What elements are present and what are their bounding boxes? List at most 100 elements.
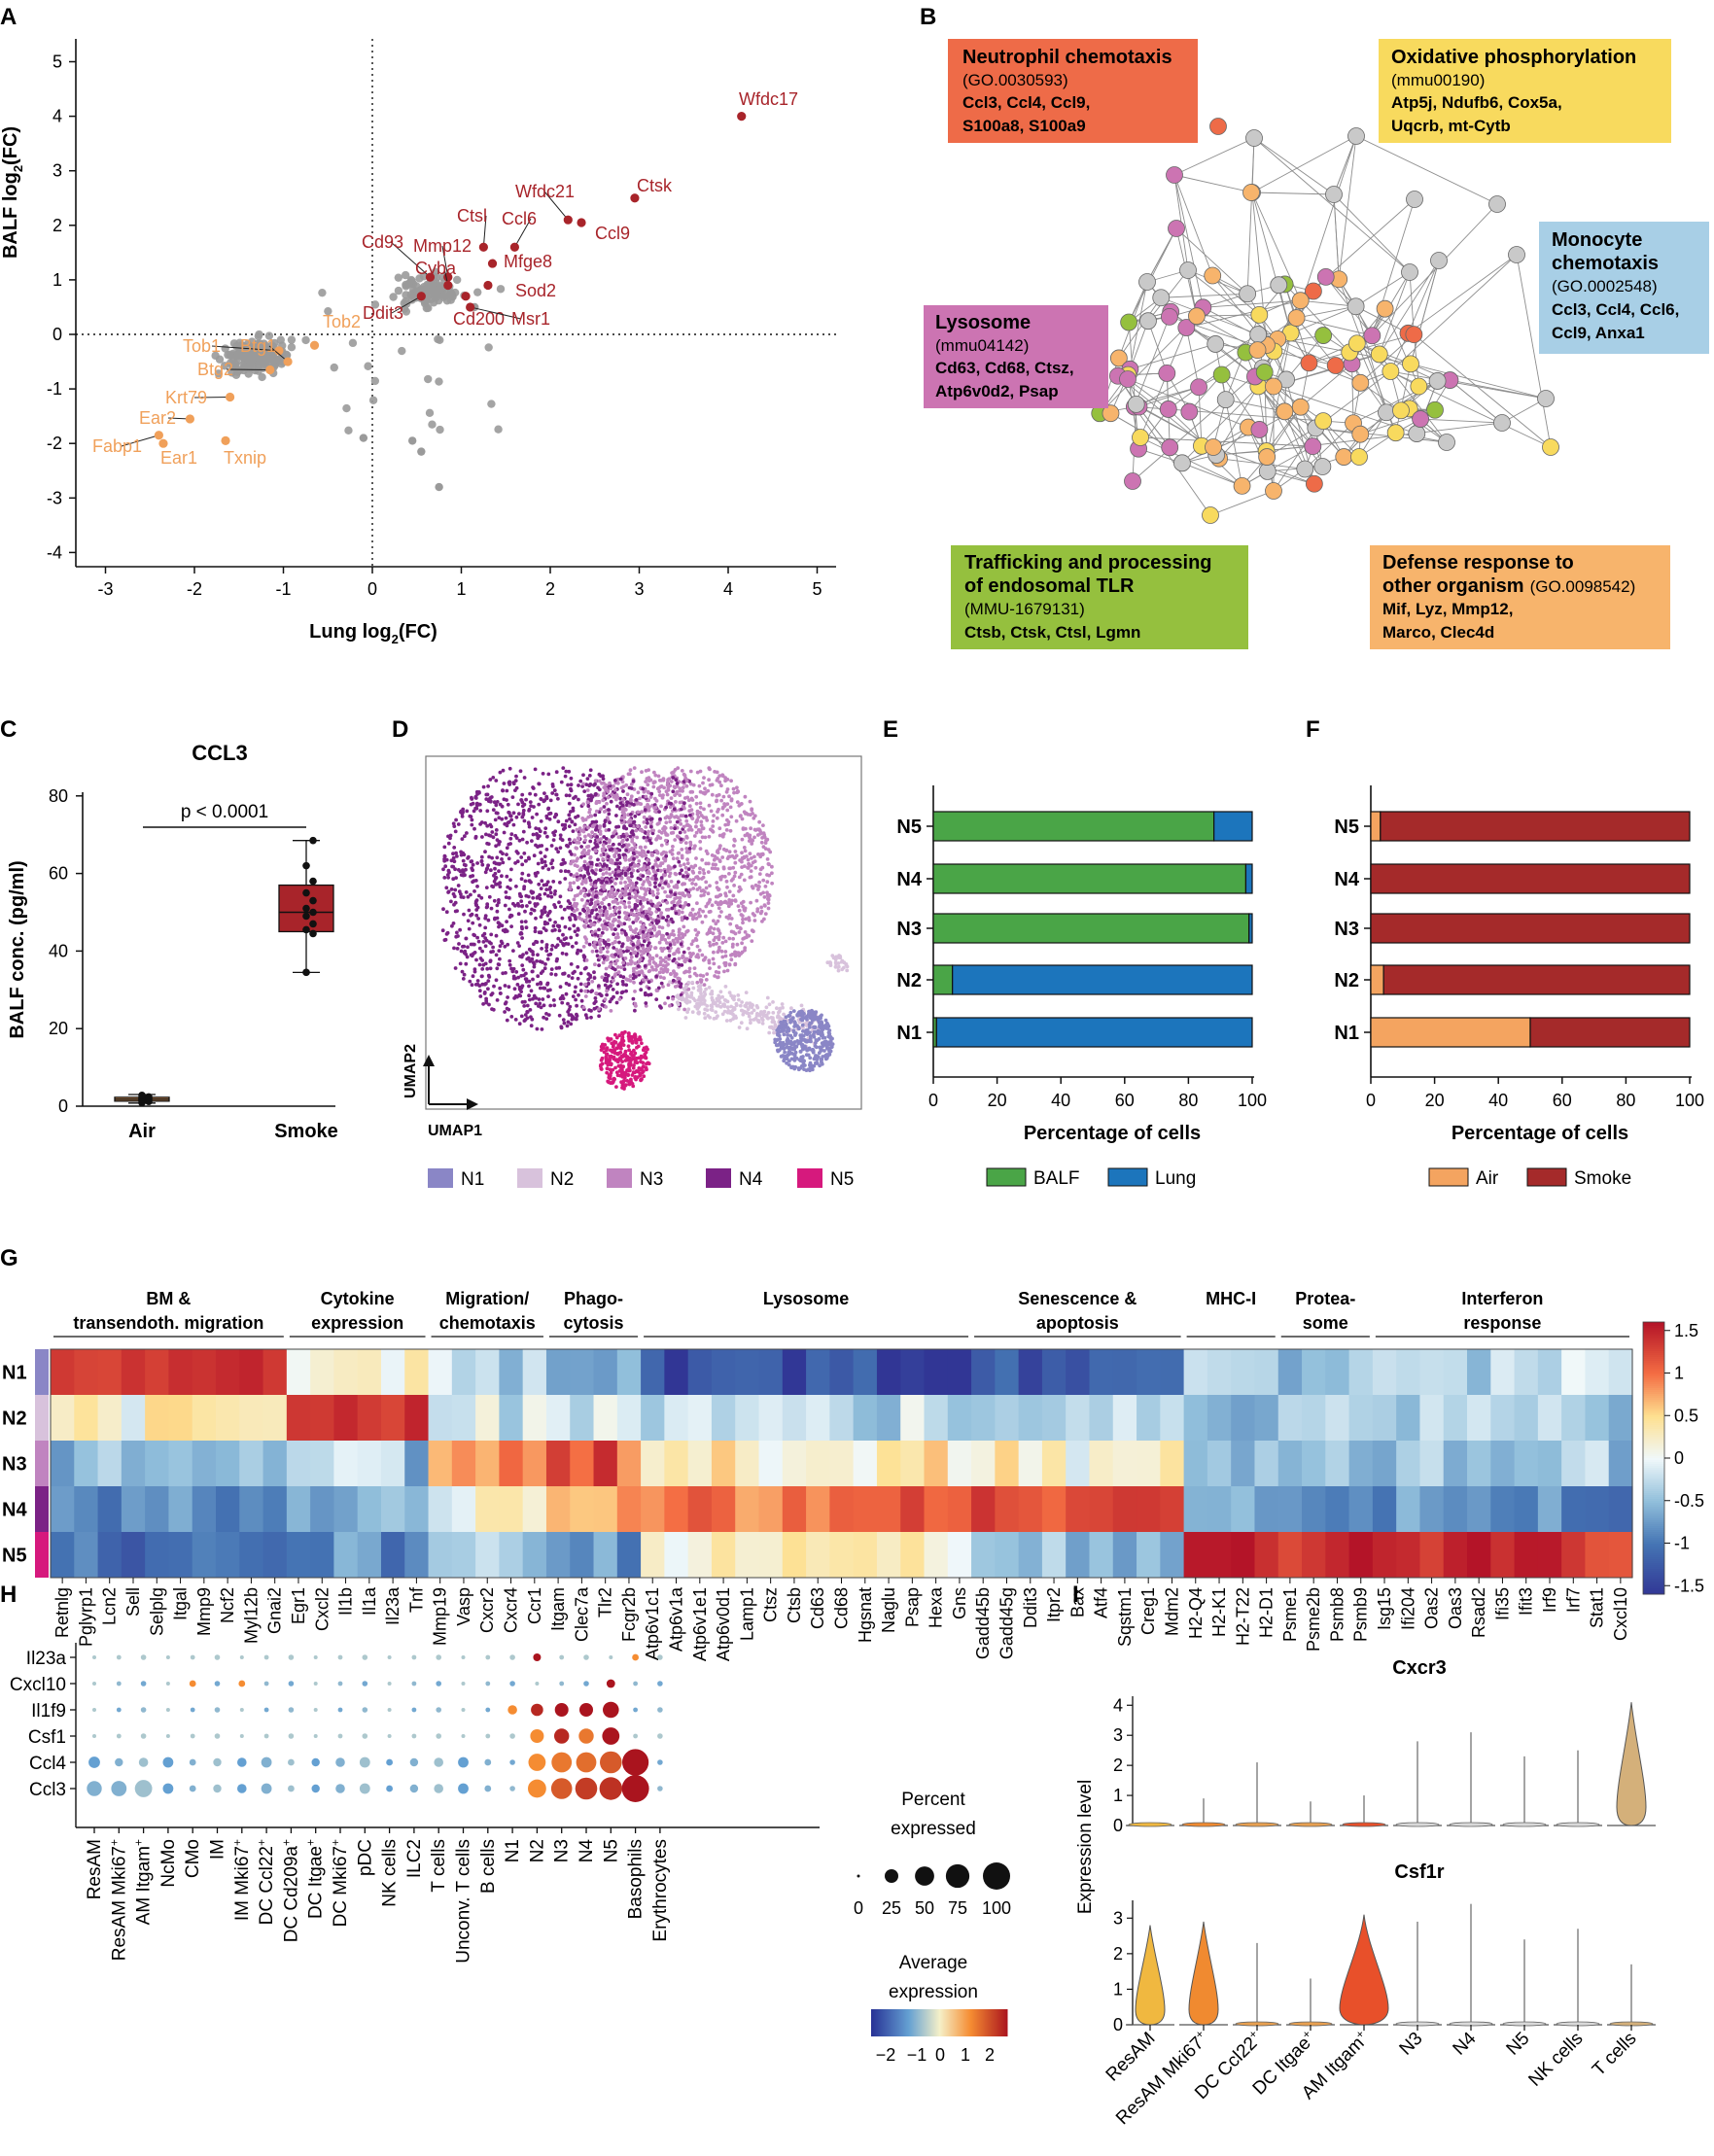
umap-cell xyxy=(720,813,725,817)
umap-cell xyxy=(613,787,617,792)
umap-cell xyxy=(542,791,546,795)
umap-cell xyxy=(601,777,606,782)
network-node xyxy=(1405,326,1423,344)
umap-cell xyxy=(725,885,729,889)
umap-cell xyxy=(548,890,553,895)
gene-point-grey xyxy=(394,273,403,282)
umap-cell xyxy=(607,943,612,947)
umap-cell xyxy=(622,816,627,819)
umap-cell xyxy=(597,1007,601,1011)
umap-cell xyxy=(514,885,518,888)
umap-cell xyxy=(677,956,682,961)
umap-cell xyxy=(673,823,678,828)
umap-cell xyxy=(771,1000,775,1004)
umap-cell xyxy=(742,854,747,859)
umap-cell xyxy=(626,962,630,966)
umap-cell xyxy=(598,832,603,836)
umap-cell xyxy=(599,837,603,841)
umap-cell xyxy=(524,951,529,956)
umap-cell xyxy=(561,996,566,1000)
umap-cell xyxy=(657,883,662,887)
umap-cell xyxy=(783,1019,787,1024)
umap-cell xyxy=(683,814,688,818)
umap-cell xyxy=(718,892,723,897)
umap-cell xyxy=(814,1061,818,1065)
umap-cell xyxy=(520,963,525,967)
gene-point-grey xyxy=(436,335,444,345)
umap-cell xyxy=(547,909,552,914)
gene-label: Msr1 xyxy=(511,309,550,329)
umap-cell xyxy=(705,818,710,822)
umap-cell xyxy=(598,946,603,951)
umap-cell xyxy=(572,909,577,914)
umap-cell xyxy=(589,882,594,887)
y-tick-label: -1 xyxy=(47,379,62,399)
umap-cell xyxy=(520,984,525,989)
umap-cell xyxy=(687,878,692,882)
umap-cell xyxy=(690,980,695,985)
umap-cell xyxy=(659,804,663,809)
umap-cell xyxy=(612,842,615,847)
gene-point-grey xyxy=(270,338,279,348)
umap-cell xyxy=(525,1010,530,1014)
umap-cell xyxy=(675,856,680,861)
umap-cell xyxy=(503,944,507,949)
umap-cell xyxy=(541,912,544,916)
umap-cell xyxy=(484,886,489,889)
umap-cell xyxy=(812,1025,817,1029)
umap-cell xyxy=(634,828,639,833)
umap-cell xyxy=(732,997,736,1002)
tlr-title-2: of endosomal TLR xyxy=(964,575,1135,597)
umap-cell xyxy=(480,967,485,971)
umap-cell xyxy=(574,794,577,799)
network-node xyxy=(1376,299,1394,318)
umap-cell xyxy=(498,986,503,991)
network-edge xyxy=(1450,379,1503,424)
umap-cell xyxy=(729,798,734,803)
umap-cell xyxy=(723,891,728,896)
umap-cell xyxy=(677,851,682,855)
umap-cell xyxy=(497,949,502,953)
neutrophil-id: (GO.0030593) xyxy=(962,71,1068,89)
umap-cell xyxy=(747,1014,752,1019)
umap-cell xyxy=(497,898,501,902)
umap-cell xyxy=(698,769,703,774)
network-edge xyxy=(1211,275,1260,316)
umap-cell xyxy=(514,774,518,779)
umap-cell xyxy=(470,983,474,988)
umap-cell xyxy=(569,1022,574,1026)
network-node xyxy=(1173,454,1191,472)
umap-cell xyxy=(587,774,592,778)
umap-cell xyxy=(601,798,606,803)
umap-cell xyxy=(757,880,761,885)
network-node xyxy=(1216,391,1235,409)
umap-cell xyxy=(618,948,623,953)
umap-cell xyxy=(484,905,489,910)
gene-label: Cd200 xyxy=(453,309,505,329)
umap-cell xyxy=(648,945,653,949)
umap-cell xyxy=(747,916,752,921)
network-node xyxy=(1335,448,1353,466)
umap-cell xyxy=(598,918,602,922)
umap-cell xyxy=(765,1016,770,1020)
network-edge xyxy=(1333,135,1357,195)
umap-cell xyxy=(597,963,601,967)
umap-cell xyxy=(576,878,579,883)
umap-cell xyxy=(740,817,745,821)
umap-cell xyxy=(533,929,538,934)
umap-cell xyxy=(659,852,664,856)
umap-cell xyxy=(542,986,547,991)
umap-cell xyxy=(687,951,692,956)
x-tick-label: 0 xyxy=(367,579,377,599)
umap-cell xyxy=(624,832,629,837)
umap-cell xyxy=(745,1026,750,1031)
umap-cell xyxy=(739,1021,744,1026)
umap-cell xyxy=(666,787,671,792)
umap-cell xyxy=(473,834,478,839)
gene-label: Ear2 xyxy=(139,408,176,428)
network-edge xyxy=(1253,137,1335,195)
umap-cell xyxy=(501,852,505,856)
umap-cell xyxy=(761,878,766,883)
network-node xyxy=(1305,474,1323,493)
umap-cell xyxy=(725,802,730,806)
